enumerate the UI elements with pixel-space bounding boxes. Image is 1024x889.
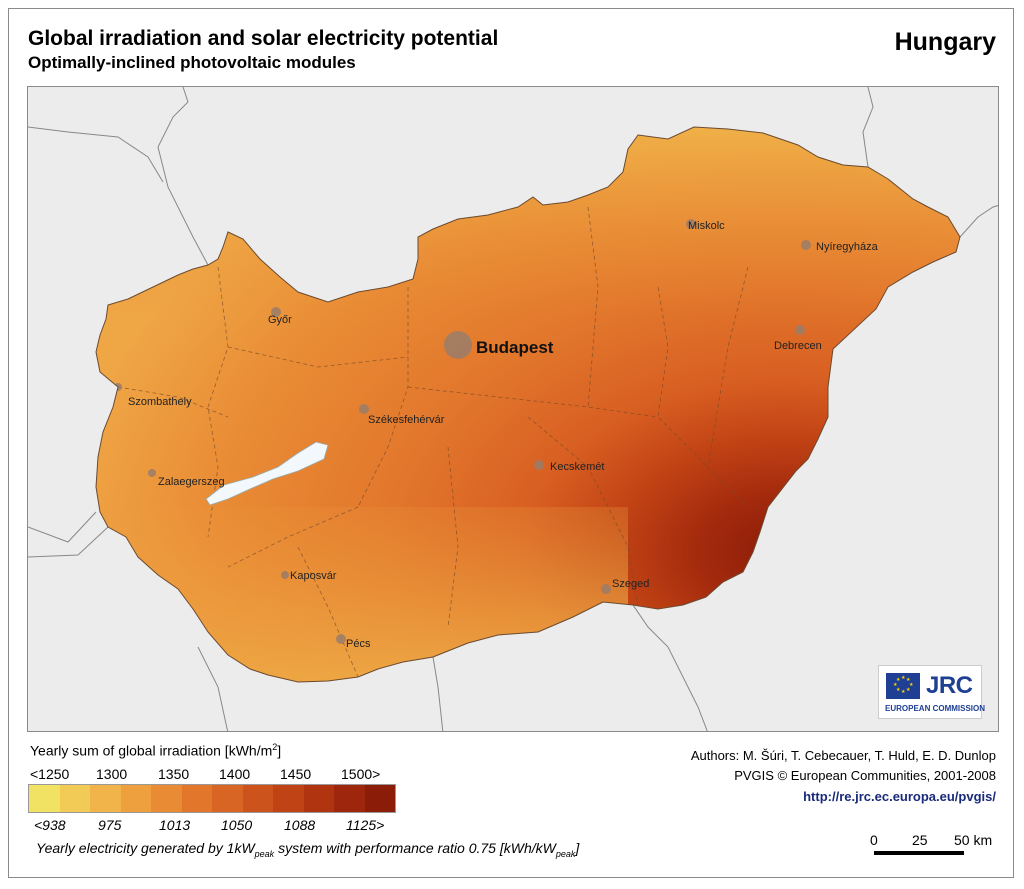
city-debrecen: Debrecen [774, 340, 822, 352]
scalebar-label: 0 [870, 832, 878, 848]
source-link[interactable]: http://re.jrc.ec.europa.eu/pvgis/ [803, 789, 996, 804]
map-panel[interactable]: Budapest Miskolc Nyíregyháza Győr Debrec… [27, 86, 999, 732]
county-borders [117, 206, 749, 678]
color-swatch [90, 785, 121, 812]
color-swatch [151, 785, 182, 812]
figure-frame [8, 8, 1014, 878]
irradiation-label: <1250 [30, 766, 70, 782]
scalebar-label: 25 [912, 832, 928, 848]
irradiation-label: 1400 [219, 766, 251, 782]
eu-flag-icon: ★ ★ ★ ★ ★ ★ ★ ★ [886, 673, 920, 699]
hungary-map: Budapest Miskolc Nyíregyháza Győr Debrec… [28, 87, 998, 731]
color-swatch [303, 785, 334, 812]
neighbour-borders [28, 87, 998, 731]
irradiation-surface [96, 127, 960, 682]
city-szombathely: Szombathely [128, 396, 192, 408]
color-swatch [120, 785, 151, 812]
lake-balaton [205, 441, 329, 506]
city-gyor: Győr [268, 314, 292, 326]
copyright-credit: PVGIS © European Communities, 2001-2008 [734, 768, 996, 783]
city-kaposvar: Kaposvár [290, 570, 337, 582]
city-szeged: Szeged [612, 578, 649, 590]
color-swatch [364, 785, 395, 812]
color-swatch [181, 785, 212, 812]
electricity-label: 1013 [159, 817, 191, 833]
scalebar-label: 50 km [954, 832, 993, 848]
electricity-scale-labels: <938 975 1013 1050 1088 1125> [28, 817, 398, 835]
city-pecs: Pécs [346, 638, 371, 650]
scalebar-labels: 0 25 50 km [868, 832, 998, 848]
city-nyiregyhaza: Nyíregyháza [816, 241, 879, 253]
electricity-label: 1050 [221, 817, 253, 833]
electricity-label: 975 [98, 817, 122, 833]
electricity-label: 1125> [346, 817, 385, 833]
city-zalaegerszeg: Zalaegerszeg [158, 476, 225, 488]
urban-areas [114, 219, 811, 644]
jrc-logo-org: EUROPEAN COMMISSION [885, 704, 986, 713]
color-scale-bar [28, 784, 396, 813]
color-swatch [273, 785, 304, 812]
electricity-label: 1088 [284, 817, 316, 833]
authors-credit: Authors: M. Šúri, T. Cebecauer, T. Huld,… [690, 748, 996, 763]
color-swatch [334, 785, 365, 812]
irradiation-label: 1350 [158, 766, 190, 782]
jrc-logo: ★ ★ ★ ★ ★ ★ ★ ★ JRC EUROPEAN COMMISSION [878, 665, 986, 719]
color-swatch [59, 785, 90, 812]
legend-title: Yearly sum of global irradiation [kWh/m2… [30, 742, 282, 759]
legend-footnote: Yearly electricity generated by 1kWpeak … [36, 840, 580, 859]
city-szekesfehervar: Székesfehérvár [368, 414, 445, 426]
hungary-border [95, 126, 961, 683]
irradiation-label: 1300 [96, 766, 128, 782]
color-swatch [242, 785, 273, 812]
irradiation-scale-labels: <1250 1300 1350 1400 1450 1500> [28, 766, 398, 784]
map-subtitle: Optimally-inclined photovoltaic modules [28, 53, 356, 72]
electricity-label: <938 [34, 817, 66, 833]
city-miskolc: Miskolc [688, 220, 725, 232]
city-kecskemet: Kecskemét [550, 461, 604, 473]
color-swatch [29, 785, 60, 812]
color-swatch [212, 785, 243, 812]
country-name: Hungary [894, 28, 996, 56]
city-budapest: Budapest [476, 338, 554, 357]
scalebar [874, 851, 964, 855]
irradiation-label: 1450 [280, 766, 312, 782]
map-title: Global irradiation and solar electricity… [28, 27, 499, 50]
irradiation-label: 1500> [341, 766, 381, 782]
jrc-logo-text: JRC [926, 672, 973, 699]
